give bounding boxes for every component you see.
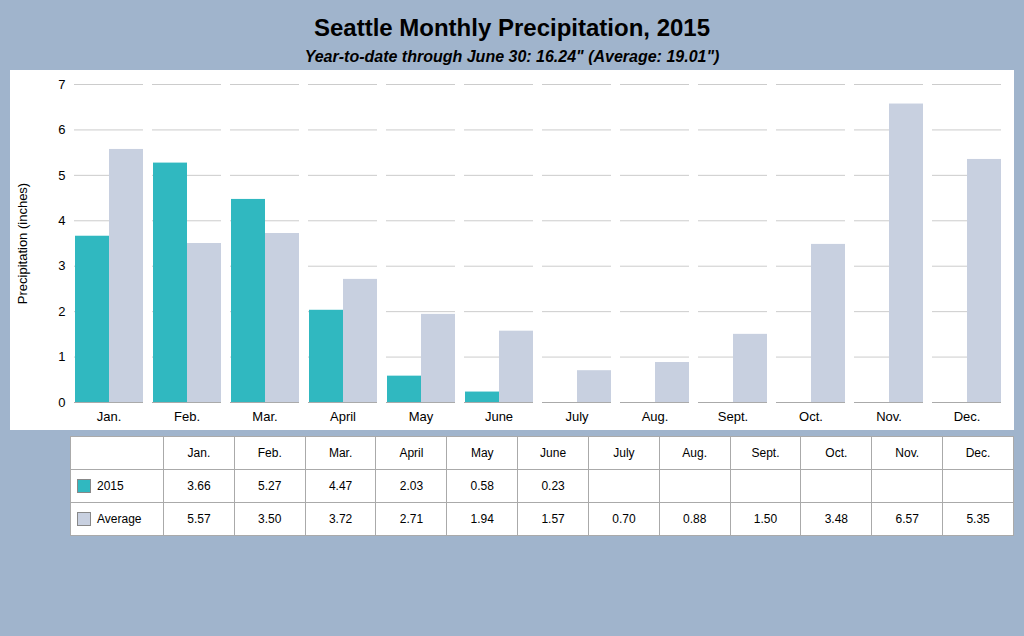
svg-text:Aug.: Aug. <box>642 409 669 424</box>
svg-text:2: 2 <box>58 304 65 319</box>
svg-text:Precipitation (inches): Precipitation (inches) <box>15 183 30 304</box>
svg-text:Jan.: Jan. <box>97 409 122 424</box>
html-text:3.72: 3.72 <box>328 512 353 526</box>
html-text:3.66: 3.66 <box>187 479 211 493</box>
svg-text:Oct.: Oct. <box>799 409 823 424</box>
html-text:Nov.: Nov. <box>895 446 920 460</box>
html-text:1.57: 1.57 <box>541 512 565 526</box>
svg-text:Dec.: Dec. <box>954 409 981 424</box>
html-text:Seattle Monthly Precipitation,: Seattle Monthly Precipitation, 2015 <box>313 14 710 41</box>
html-text:1.50: 1.50 <box>753 512 778 526</box>
html-text:Oct.: Oct. <box>825 446 848 460</box>
html-text:5.27: 5.27 <box>258 479 282 493</box>
html-text:6.57: 6.57 <box>895 512 919 526</box>
svg-text:Mar.: Mar. <box>252 409 277 424</box>
html-text:1.94: 1.94 <box>470 512 494 526</box>
html-text:Sept.: Sept. <box>751 446 780 460</box>
html-text:June: June <box>540 446 567 460</box>
html-text:Feb.: Feb. <box>257 446 282 460</box>
svg-text:Sept.: Sept. <box>718 409 748 424</box>
html-text:2015: 2015 <box>97 478 124 493</box>
html-text:0.58: 0.58 <box>470 479 494 493</box>
svg-text:1: 1 <box>58 349 65 364</box>
svg-text:June: June <box>485 409 513 424</box>
html-text:Year-to-date through June 30:: Year-to-date through June 30: 16.24" (Av… <box>304 48 720 65</box>
svg-text:0: 0 <box>58 395 65 410</box>
html-text:2.71: 2.71 <box>399 512 424 526</box>
svg-text:4: 4 <box>58 213 65 228</box>
html-text:Average: Average <box>97 511 142 526</box>
svg-text:July: July <box>565 409 589 424</box>
svg-text:6: 6 <box>58 122 65 137</box>
svg-text:Nov.: Nov. <box>876 409 902 424</box>
svg-text:Feb.: Feb. <box>174 409 200 424</box>
html-text:4.47: 4.47 <box>328 479 353 493</box>
html-text:5.57: 5.57 <box>187 512 211 526</box>
html-text:April: April <box>399 446 424 460</box>
html-text:2.03: 2.03 <box>399 479 424 493</box>
html-text:Jan.: Jan. <box>187 446 211 460</box>
html-text:3.50: 3.50 <box>258 512 282 526</box>
svg-text:5: 5 <box>58 168 65 183</box>
html-text:Mar.: Mar. <box>328 446 353 460</box>
html-text:Dec.: Dec. <box>965 446 991 460</box>
svg-text:3: 3 <box>58 258 65 273</box>
html-text:0.23: 0.23 <box>541 479 565 493</box>
svg-text:May: May <box>409 409 434 424</box>
html-text:May: May <box>470 446 494 460</box>
svg-text:7: 7 <box>58 77 65 92</box>
html-text:July: July <box>613 446 635 460</box>
svg-text:April: April <box>330 409 356 424</box>
html-text:5.35: 5.35 <box>966 512 990 526</box>
html-text:0.70: 0.70 <box>612 512 636 526</box>
html-text:3.48: 3.48 <box>824 512 848 526</box>
html-text:Aug.: Aug. <box>682 446 707 460</box>
html-text:0.88: 0.88 <box>683 512 707 526</box>
